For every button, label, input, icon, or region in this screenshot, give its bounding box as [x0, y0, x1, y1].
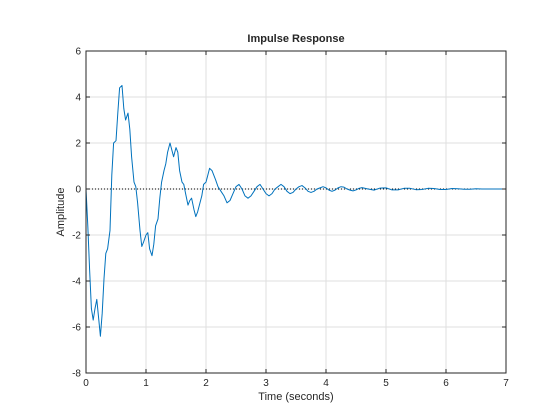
x-tick-label: 4	[323, 378, 329, 389]
chart-title: Impulse Response	[247, 33, 344, 45]
x-axis-label: Time (seconds)	[258, 391, 333, 403]
y-tick-label: 4	[75, 93, 81, 104]
tick-marks	[85, 50, 507, 374]
y-tick-label: -6	[72, 323, 81, 334]
axes-box	[85, 50, 507, 374]
x-tick-label: 0	[83, 378, 89, 389]
x-tick-label: 2	[203, 378, 209, 389]
y-tick-label: 2	[75, 139, 81, 150]
x-tick-labels: 0 1 2 3 4 5 6 7	[83, 378, 509, 389]
y-tick-label: 6	[75, 47, 81, 58]
y-tick-label: -4	[72, 277, 81, 288]
x-tick-label: 1	[143, 378, 149, 389]
impulse-response-line	[85, 85, 506, 337]
y-axis-label: Amplitude	[55, 188, 67, 237]
y-tick-labels: -8 -6 -4 -2 0 2 4 6	[72, 47, 81, 380]
y-tick-label: -8	[72, 369, 81, 380]
series-layer	[85, 85, 506, 337]
x-tick-label: 6	[443, 378, 449, 389]
y-tick-label: 0	[75, 185, 81, 196]
x-tick-label: 7	[503, 378, 509, 389]
x-tick-label: 3	[263, 378, 269, 389]
x-tick-label: 5	[383, 378, 389, 389]
y-tick-label: -2	[72, 231, 81, 242]
